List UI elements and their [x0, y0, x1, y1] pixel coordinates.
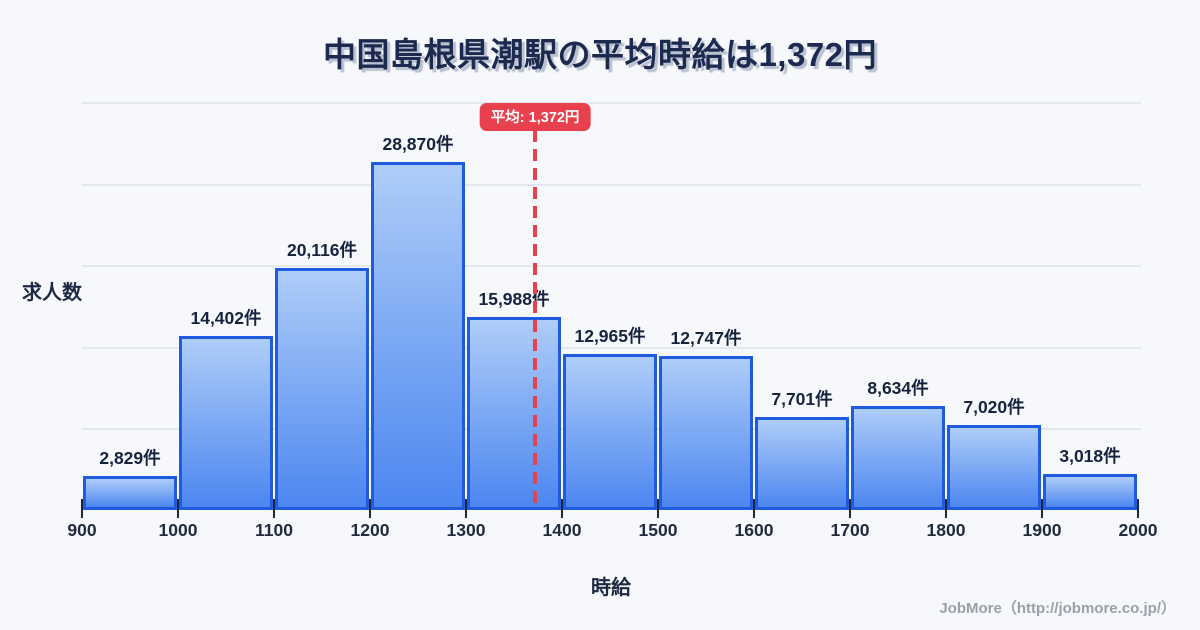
histogram-bar: [1043, 473, 1137, 510]
x-tick-label: 1900: [1022, 520, 1062, 540]
x-tick-label: 1200: [350, 520, 390, 540]
histogram-bar: [83, 475, 177, 510]
bar-value-label: 3,018件: [1059, 445, 1121, 466]
x-axis-tick: [753, 499, 755, 518]
x-axis-tick: [945, 499, 947, 518]
x-axis-tick: [177, 499, 179, 518]
bar-value-label: 14,402件: [190, 308, 262, 329]
chart-title: 中国島根県潮駅の平均時給は1,372円: [322, 36, 878, 73]
histogram-bar: [947, 425, 1041, 510]
x-tick-label: 1400: [542, 520, 582, 540]
histogram-bar: [179, 336, 273, 510]
x-axis-tick: [657, 499, 659, 518]
x-tick-label: 1700: [830, 520, 870, 540]
bar-value-label: 12,747件: [670, 328, 742, 349]
x-tick-label: 1000: [158, 520, 198, 540]
bar-value-label: 12,965件: [574, 325, 646, 346]
bar-value-label: 28,870件: [382, 134, 454, 154]
histogram-bar: [275, 267, 369, 510]
average-badge: 平均: 1,372円: [479, 103, 591, 131]
bar-value-label: 7,020件: [963, 397, 1025, 418]
histogram-bar: [659, 356, 753, 510]
average-line: [533, 130, 537, 510]
x-axis-tick: [561, 499, 563, 518]
x-tick-label: 1600: [734, 520, 774, 540]
histogram-bar: [563, 353, 657, 510]
x-tick-label: 1300: [446, 520, 486, 540]
x-tick-label: 1800: [926, 520, 966, 540]
x-axis-tick: [1137, 499, 1139, 518]
x-axis-tick: [369, 499, 371, 518]
gridline: [82, 183, 1141, 186]
histogram-bar: [371, 162, 465, 510]
y-axis-label: 求人数: [22, 282, 82, 304]
bar-value-label: 2,829件: [99, 447, 161, 468]
bar-value-label: 7,701件: [771, 389, 833, 410]
plot-area: 2,829件 14,402件 20,116件 28,870件 15,988件 12,965…: [81, 90, 1141, 518]
x-tick-label: 1500: [638, 520, 678, 540]
histogram-bar: [851, 405, 945, 510]
x-axis-tick: [849, 499, 851, 518]
bar-value-label: 20,116件: [286, 239, 358, 260]
bar-value-label: 8,634件: [867, 377, 929, 398]
x-axis-label: 時給: [591, 577, 631, 599]
footer-credit: JobMore（http://jobmore.co.jp/）: [939, 600, 1176, 617]
x-axis-tick: [81, 499, 83, 518]
bar-value-label: 15,988件: [478, 289, 550, 310]
x-tick-label: 1100: [255, 520, 293, 540]
x-tick-label: 2000: [1118, 520, 1158, 540]
x-axis-tick: [465, 499, 467, 518]
x-axis-tick: [1041, 499, 1043, 518]
histogram-bar: [755, 417, 849, 510]
gridline: [82, 346, 1141, 349]
x-axis-tick: [273, 499, 275, 518]
histogram-bar: [467, 317, 561, 510]
x-tick-label: 900: [67, 520, 97, 540]
gridline: [82, 265, 1141, 268]
gridline: [82, 102, 1141, 104]
